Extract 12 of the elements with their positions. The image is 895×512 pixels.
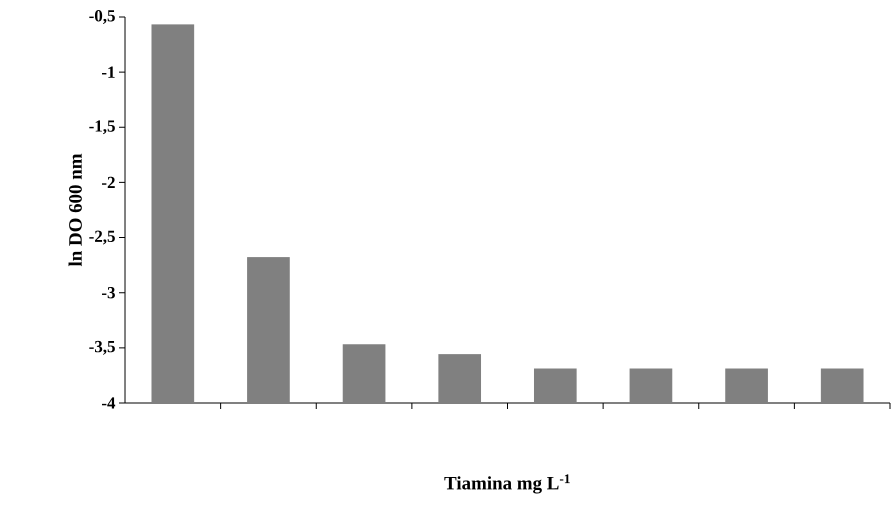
- y-axis-title: ln DO 600 nm: [68, 154, 82, 266]
- y-tick-label: -2: [102, 176, 115, 188]
- bar: [247, 257, 290, 403]
- y-tick-label: -1: [102, 66, 115, 78]
- y-tick-label: -2,5: [89, 230, 115, 244]
- y-tick-label: -3,5: [89, 340, 115, 355]
- bar: [725, 368, 768, 403]
- y-tick-label: -3: [102, 287, 115, 298]
- y-tick-label: -0,5: [89, 10, 115, 24]
- y-tick-label: -1,5: [89, 120, 115, 134]
- x-axis-title: Tiamina mg L$^{-1}$: [444, 474, 570, 494]
- y-tick-label: -4: [102, 397, 116, 409]
